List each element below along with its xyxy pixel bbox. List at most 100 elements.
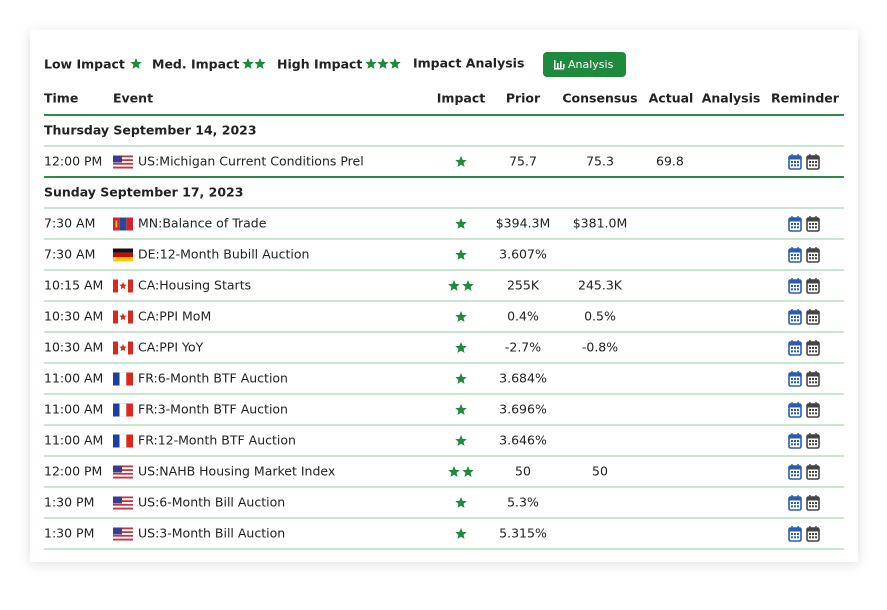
icon-dot[interactable]: [797, 223, 799, 225]
icon-dot[interactable]: [809, 443, 811, 446]
reminder-icon[interactable]: [806, 154, 820, 170]
icon-dot[interactable]: [809, 474, 811, 477]
icon-dot[interactable]: [815, 316, 817, 318]
icon-dot[interactable]: [794, 412, 796, 415]
icon-dot[interactable]: [812, 536, 814, 539]
icon-dot[interactable]: [809, 440, 811, 442]
icon-dot[interactable]: [815, 474, 817, 477]
icon-dot[interactable]: [809, 223, 811, 225]
icon-dot[interactable]: [815, 378, 817, 380]
icon-dot[interactable]: [791, 409, 793, 411]
icon-dot[interactable]: [797, 319, 799, 322]
icon-dot[interactable]: [794, 536, 796, 539]
reminder-icon[interactable]: [806, 495, 820, 511]
reminder-icon[interactable]: [788, 402, 802, 418]
reminder-icon[interactable]: [806, 433, 820, 449]
icon-top[interactable]: [789, 311, 801, 315]
icon-top[interactable]: [789, 435, 801, 439]
icon-top[interactable]: [807, 342, 819, 346]
reminder-icon[interactable]: [788, 340, 802, 356]
icon-top[interactable]: [807, 466, 819, 470]
icon-dot[interactable]: [815, 226, 817, 229]
icon-dot[interactable]: [794, 443, 796, 446]
icon-dot[interactable]: [809, 226, 811, 229]
icon-dot[interactable]: [797, 440, 799, 442]
icon-dot[interactable]: [797, 443, 799, 446]
icon-dot[interactable]: [797, 409, 799, 411]
icon-dot[interactable]: [815, 254, 817, 256]
icon-dot[interactable]: [797, 226, 799, 229]
icon-top[interactable]: [807, 373, 819, 377]
reminder-icon[interactable]: [788, 464, 802, 480]
icon-dot[interactable]: [794, 319, 796, 322]
icon-dot[interactable]: [794, 533, 796, 535]
icon-dot[interactable]: [815, 505, 817, 508]
icon-dot[interactable]: [797, 164, 799, 167]
icon-dot[interactable]: [797, 161, 799, 163]
icon-dot[interactable]: [797, 502, 799, 504]
reminder-icon[interactable]: [788, 309, 802, 325]
reminder-icon[interactable]: [788, 278, 802, 294]
icon-dot[interactable]: [797, 316, 799, 318]
icon-dot[interactable]: [791, 381, 793, 384]
icon-top[interactable]: [807, 280, 819, 284]
icon-dot[interactable]: [809, 381, 811, 384]
icon-dot[interactable]: [812, 257, 814, 260]
icon-dot[interactable]: [815, 502, 817, 504]
reminder-icon[interactable]: [788, 526, 802, 542]
icon-top[interactable]: [789, 528, 801, 532]
icon-dot[interactable]: [812, 378, 814, 380]
icon-dot[interactable]: [812, 440, 814, 442]
reminder-icon[interactable]: [788, 433, 802, 449]
icon-dot[interactable]: [794, 164, 796, 167]
icon-dot[interactable]: [815, 440, 817, 442]
icon-dot[interactable]: [815, 350, 817, 353]
icon-dot[interactable]: [794, 440, 796, 442]
reminder-icon[interactable]: [806, 309, 820, 325]
icon-dot[interactable]: [815, 381, 817, 384]
icon-dot[interactable]: [812, 533, 814, 535]
reminder-icon[interactable]: [806, 402, 820, 418]
icon-dot[interactable]: [797, 474, 799, 477]
icon-dot[interactable]: [794, 347, 796, 349]
icon-dot[interactable]: [809, 505, 811, 508]
reminder-icon[interactable]: [788, 371, 802, 387]
icon-dot[interactable]: [791, 347, 793, 349]
icon-dot[interactable]: [794, 285, 796, 287]
icon-dot[interactable]: [797, 533, 799, 535]
icon-dot[interactable]: [815, 536, 817, 539]
reminder-icon[interactable]: [788, 216, 802, 232]
icon-dot[interactable]: [809, 536, 811, 539]
icon-dot[interactable]: [809, 502, 811, 504]
icon-dot[interactable]: [794, 471, 796, 473]
icon-dot[interactable]: [791, 161, 793, 163]
icon-top[interactable]: [807, 249, 819, 253]
icon-dot[interactable]: [791, 350, 793, 353]
icon-dot[interactable]: [797, 505, 799, 508]
reminder-icon[interactable]: [806, 464, 820, 480]
icon-dot[interactable]: [812, 381, 814, 384]
icon-dot[interactable]: [809, 471, 811, 473]
icon-dot[interactable]: [791, 536, 793, 539]
icon-dot[interactable]: [812, 412, 814, 415]
icon-dot[interactable]: [791, 505, 793, 508]
icon-dot[interactable]: [812, 347, 814, 349]
icon-dot[interactable]: [812, 319, 814, 322]
icon-top[interactable]: [807, 404, 819, 408]
icon-dot[interactable]: [797, 350, 799, 353]
icon-dot[interactable]: [809, 288, 811, 291]
reminder-icon[interactable]: [806, 340, 820, 356]
icon-dot[interactable]: [812, 316, 814, 318]
icon-dot[interactable]: [812, 505, 814, 508]
icon-top[interactable]: [807, 435, 819, 439]
icon-dot[interactable]: [815, 223, 817, 225]
icon-dot[interactable]: [797, 536, 799, 539]
icon-dot[interactable]: [794, 161, 796, 163]
icon-top[interactable]: [807, 156, 819, 160]
icon-dot[interactable]: [809, 412, 811, 415]
icon-dot[interactable]: [815, 443, 817, 446]
icon-dot[interactable]: [791, 440, 793, 442]
icon-dot[interactable]: [809, 164, 811, 167]
icon-dot[interactable]: [797, 412, 799, 415]
analysis-button[interactable]: Analysis: [543, 52, 626, 77]
